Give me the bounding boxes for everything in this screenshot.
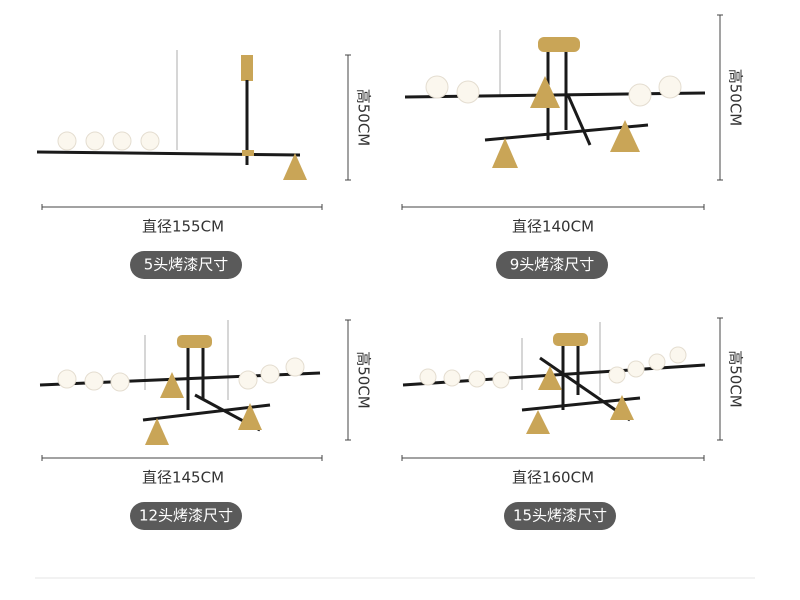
badge-label: 5头烤漆尺寸 [144, 256, 229, 274]
diameter-label: 直径140CM [512, 218, 594, 236]
lamp-drawing [402, 322, 706, 434]
lamp-drawing [404, 30, 706, 168]
badge [130, 502, 242, 530]
badge [496, 251, 608, 279]
diameter-label: 直径155CM [142, 218, 224, 236]
badge-label: 9头烤漆尺寸 [510, 256, 595, 274]
badge-label: 12头烤漆尺寸 [139, 507, 233, 525]
height-label: 高50CM [727, 350, 745, 408]
diameter-label: 直径145CM [142, 469, 224, 487]
height-label: 高50CM [355, 351, 373, 409]
badge [504, 502, 616, 530]
diameter-label: 直径160CM [512, 469, 594, 487]
lamp-drawing [39, 320, 321, 445]
badge-label: 15头烤漆尺寸 [513, 507, 607, 525]
height-label: 高50CM [727, 69, 745, 127]
badge [130, 251, 242, 279]
height-label: 高50CM [355, 89, 373, 147]
lamp-drawing [36, 50, 307, 180]
